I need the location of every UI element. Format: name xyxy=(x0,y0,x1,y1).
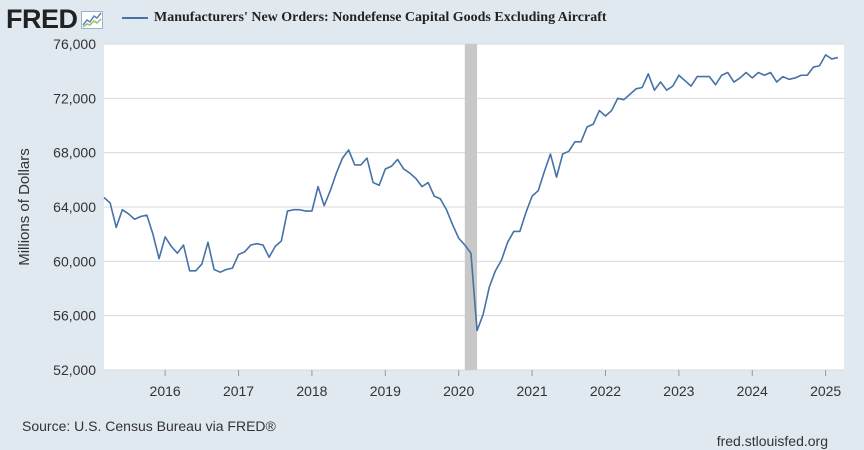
x-tick-label: 2024 xyxy=(737,383,768,399)
fred-logo-text: FRED xyxy=(6,4,78,34)
y-tick-label: 56,000 xyxy=(53,308,96,324)
x-tick-label: 2022 xyxy=(590,383,621,399)
x-tick-label: 2019 xyxy=(370,383,401,399)
x-tick-label: 2025 xyxy=(810,383,841,399)
x-tick-label: 2018 xyxy=(296,383,327,399)
x-tick-label: 2017 xyxy=(223,383,254,399)
y-tick-label: 64,000 xyxy=(53,199,96,215)
x-tick-label: 2023 xyxy=(663,383,694,399)
y-tick-label: 72,000 xyxy=(53,90,96,106)
fred-logo[interactable]: FRED xyxy=(6,4,103,34)
series-line xyxy=(103,54,839,332)
y-tick-label: 68,000 xyxy=(53,145,96,161)
legend-series-label: Manufacturers' New Orders: Nondefense Ca… xyxy=(154,10,607,25)
x-tick-label: 2021 xyxy=(517,383,548,399)
x-axis-ticks: 2016 2017 2018 2019 2020 2021 2022 2023 2024 2025 xyxy=(150,370,841,399)
legend-series-swatch xyxy=(122,17,148,19)
source-note: Source: U.S. Census Bureau via FRED® xyxy=(22,418,276,434)
y-axis-label: Millions of Dollars xyxy=(16,148,33,266)
x-tick-label: 2020 xyxy=(443,383,474,399)
x-tick-label: 2016 xyxy=(150,383,181,399)
recession-shading xyxy=(464,44,478,370)
site-url[interactable]: fred.stlouisfed.org xyxy=(716,433,828,449)
y-tick-label: 60,000 xyxy=(53,253,96,269)
recession-band xyxy=(464,44,478,370)
fred-chart-icon xyxy=(80,11,103,29)
y-tick-label: 52,000 xyxy=(53,362,96,378)
y-axis-ticks: 52,000 56,000 60,000 64,000 68,000 72,000 76,0… xyxy=(53,36,96,378)
y-tick-label: 76,000 xyxy=(53,36,96,52)
chart-legend: Manufacturers' New Orders: Nondefense Ca… xyxy=(122,10,607,26)
